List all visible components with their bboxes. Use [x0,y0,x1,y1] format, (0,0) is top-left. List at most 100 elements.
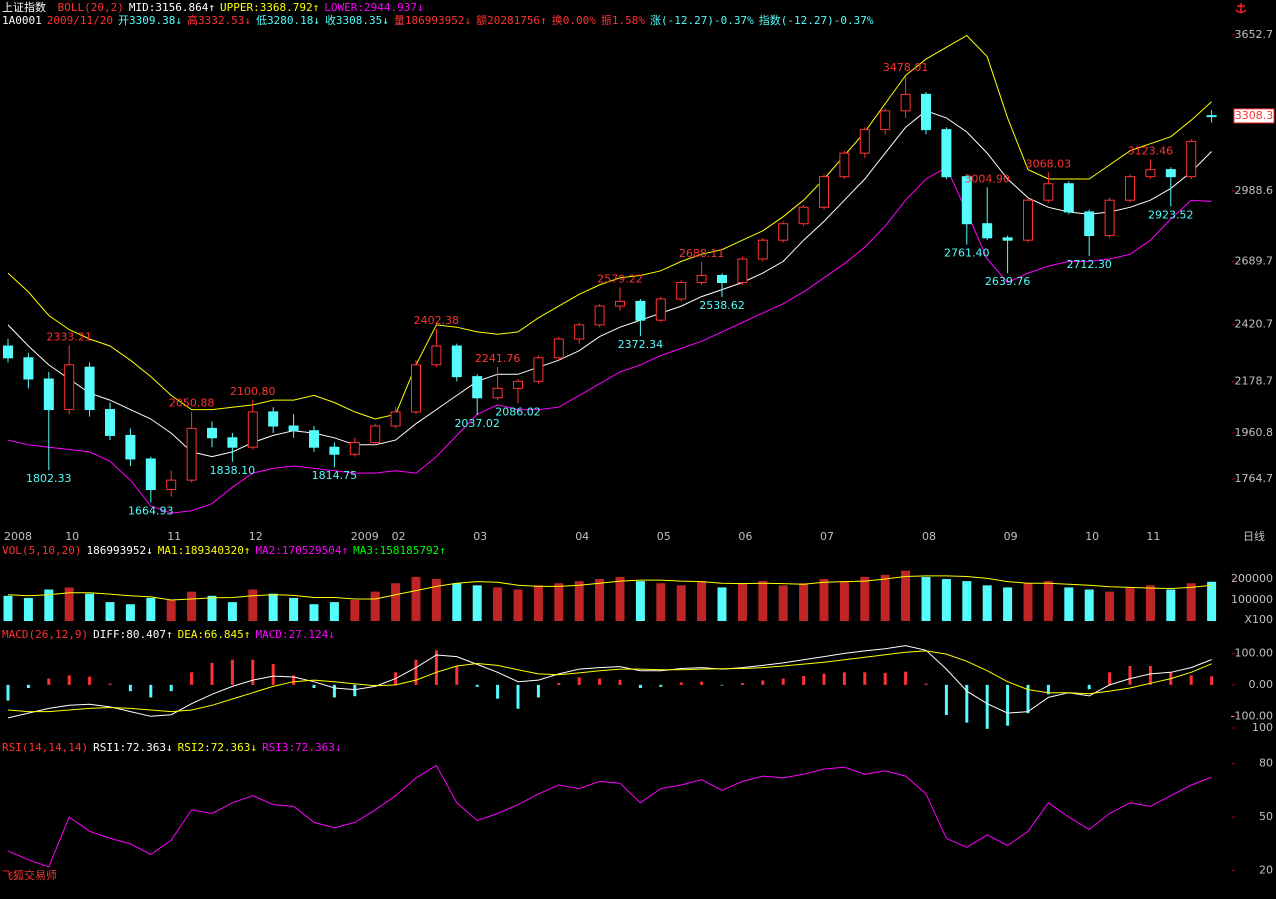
indicator-legend: RSI(14,14,14) RSI1:72.363↓ RSI2:72.363↓ RSI… [2,741,347,754]
volume-bar [64,587,74,621]
volume-bar [513,589,523,621]
extreme-label: 2050.88 [169,397,215,410]
volume-bar [758,581,768,621]
quote-row: 1A0001 2009/11/20 开3309.38↓ 高3332.53↓ 低3280.… [2,14,878,27]
candle-body [859,129,870,154]
legend-item: RSI(14,14,14) [2,741,89,754]
y-tick-label: 2689.7 [1235,254,1274,267]
x-tick-label: 12 [249,530,263,543]
quote-item: 收3308.35↓ [324,14,389,27]
legend-item: LOWER:2944.937↓ [324,1,424,14]
y-tick-label: 100 [1252,721,1273,734]
volume-bar [921,576,931,621]
y-tick-label: 2988.6 [1235,184,1274,197]
x-tick-label: 09 [1004,530,1018,543]
candle-body [757,239,768,260]
candle-body [513,380,523,389]
last-price-box [1233,108,1275,124]
period-label: 日线 [1243,529,1265,543]
legend-item: DIFF:80.407↑ [93,628,173,641]
candle-body [533,357,544,382]
legend-item: RSI3:72.363↓ [262,741,342,754]
candle-body [370,425,381,443]
candle-body [737,258,748,284]
volume-bar [1003,587,1013,621]
candle-body [921,93,931,131]
volume-bar [1023,583,1033,621]
volume-bar [717,587,727,621]
candle-body [329,446,340,455]
y-tick-label: 3652.7 [1235,28,1274,41]
quote-item: 换0.00% [551,14,596,27]
legend-item: BOLL(20,2) [57,1,124,14]
volume-bar [3,595,13,621]
candle-body [982,223,993,239]
quote-item: 振1.58% [600,14,646,27]
candle-body [411,364,421,413]
volume-bar [574,581,584,621]
volume-bar [411,576,421,621]
candle-body [696,274,707,284]
volume-bar [289,597,299,621]
legend-item: RSI2:72.363↓ [177,741,258,754]
legend-item: RSI1:72.363↓ [93,741,173,754]
quote-item: 1A0001 [2,14,42,27]
candle-body [186,427,197,481]
volume-bar [187,591,197,621]
volume-bar [941,579,951,621]
volume-bar [778,585,788,621]
volume-bar [901,570,911,621]
volume-bar [860,576,870,621]
extreme-label: 2579.22 [597,272,643,285]
y-tick-label: 100.00 [1235,646,1274,659]
x-tick-label: 05 [657,530,671,543]
volume-bar [268,593,278,621]
x-tick-label: 10 [1085,530,1099,543]
candle-body [1104,199,1115,236]
y-tick-label: 80 [1259,757,1273,770]
extreme-label: 2923.52 [1148,208,1194,221]
extreme-label: 3478.01 [883,61,929,74]
candle-body [472,376,483,399]
candle-body [227,437,238,448]
candle-body [574,324,585,340]
candle-body [1043,183,1054,201]
indicator-legend: VOL(5,10,20) 186993952↓ MA1:189340320↑ MA2:… [2,544,451,557]
security-name: 上证指数 [2,1,46,14]
x-tick-label: 07 [820,530,834,543]
quote-item: 低3280.18↓ [255,14,320,27]
volume-bar [819,579,829,621]
candle-body [349,441,360,455]
candle-body [1145,169,1156,178]
legend-item: DEA:66.845↑ [177,628,251,641]
volume-bar [554,583,564,621]
volume-bar [656,583,666,621]
candle-body [1206,115,1217,118]
volume-bar [370,591,380,621]
y-tick-label: 2178.7 [1235,375,1274,388]
candle-body [105,409,115,436]
candle-body [1023,199,1033,241]
extreme-label: 2086.02 [495,405,541,418]
extreme-label: 2402.38 [414,314,460,327]
volume-bar [676,585,686,621]
volume-bar [533,585,543,621]
y-tick-label: 0.00 [1249,678,1274,691]
y-tick-label: 100000 [1231,593,1273,606]
candle-body [676,282,687,300]
y-tick-label: -100.00 [1231,709,1273,722]
y-tick-label: 20 [1259,864,1273,877]
alarm-icon [1235,3,1247,14]
volume-ma-line [7,575,1212,601]
extreme-label: 2538.62 [699,299,745,312]
candle-body [961,176,972,225]
quote-item: 额20281756↑ [476,14,547,27]
candle-body [288,425,299,432]
volume-bar [982,585,992,621]
extreme-label: 3004.90 [964,172,1010,185]
quote-item: 高3332.53↓ [186,14,251,27]
candle-body [880,110,891,131]
extreme-label: 1838.10 [210,464,256,477]
candle-body [1165,169,1176,178]
